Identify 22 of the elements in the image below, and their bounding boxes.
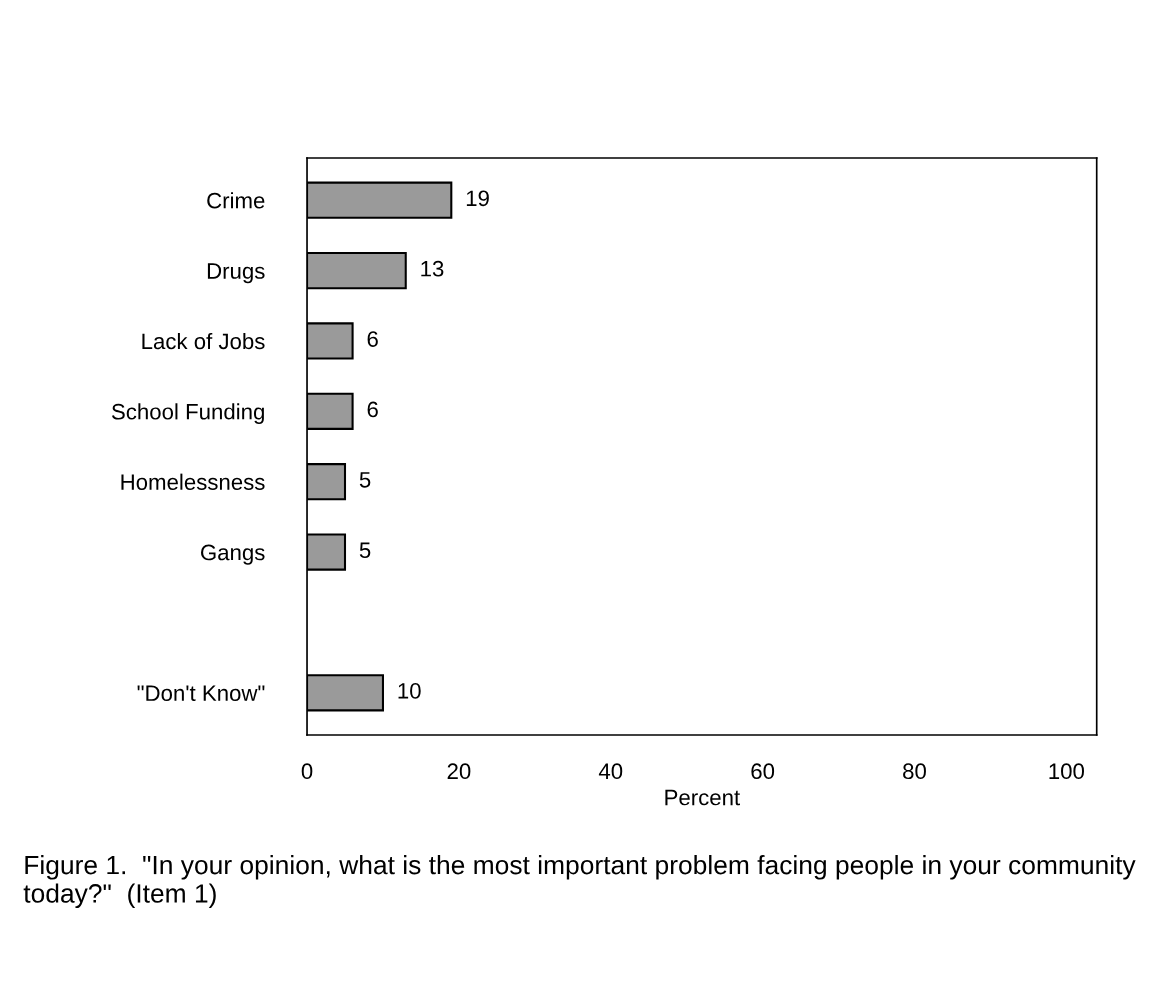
x-tick-label: 40 bbox=[598, 763, 623, 780]
x-tick-label: 60 bbox=[751, 763, 775, 780]
data-label: 5 bbox=[359, 472, 371, 488]
data-label: 5 bbox=[359, 542, 371, 559]
data-label: 10 bbox=[398, 683, 421, 699]
x-axis-title: Percent bbox=[665, 789, 740, 806]
y-tick-label: Homelessness bbox=[121, 473, 265, 490]
y-tick-label: School Funding bbox=[111, 403, 264, 424]
data-label: 6 bbox=[367, 401, 378, 418]
x-tick-label: 100 bbox=[1049, 763, 1085, 780]
y-tick-label: Gangs bbox=[201, 544, 265, 565]
data-label: 19 bbox=[466, 190, 489, 207]
x-tick-label: 0 bbox=[301, 763, 313, 780]
x-tick-label: 80 bbox=[903, 763, 926, 780]
y-tick-label: Crime bbox=[207, 192, 265, 209]
data-label: 13 bbox=[421, 260, 444, 277]
y-tick-label: "Don't Know" bbox=[137, 685, 265, 702]
x-tick-label: 20 bbox=[447, 763, 471, 780]
y-tick-label: Drugs bbox=[207, 263, 265, 284]
caption: Figure 1. "In your opinion, what is the most important problem facing people in your community today?" (Item 1) bbox=[23, 855, 1136, 909]
y-tick-label: Lack of Jobs bbox=[142, 332, 265, 350]
data-label: 6 bbox=[367, 331, 378, 347]
